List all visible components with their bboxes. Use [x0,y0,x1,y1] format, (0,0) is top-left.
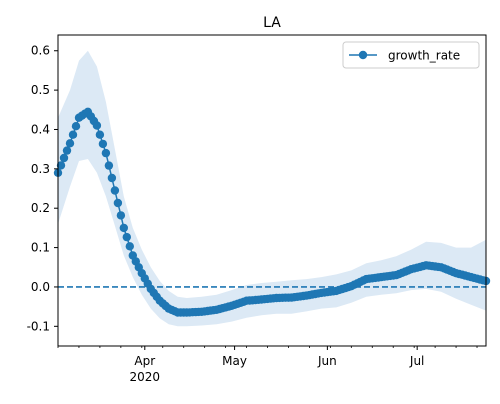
legend-label: growth_rate [388,49,460,63]
y-tick-label: -0.1 [27,319,50,333]
x-tick-label: Jun [317,354,337,368]
data-point [56,161,66,170]
data-point [92,121,102,130]
y-tick-label: 0.3 [31,162,50,176]
x-tick-sublabel: 2020 [130,370,161,384]
data-point [122,232,131,242]
y-tick-label: 0.2 [31,201,50,215]
data-point [59,153,69,163]
series-layer [53,107,491,317]
legend: growth_rate [342,41,480,69]
axes-frame [57,34,487,347]
confidence-band-layer [58,50,486,327]
data-point [119,223,128,233]
data-point [65,139,75,148]
data-point [116,211,126,220]
data-point [68,130,78,139]
x-axis: Apr 2020 May Jun Jul [57,346,478,384]
data-point [110,186,120,195]
data-point [71,122,81,131]
x-tick-label: Jul [409,354,424,368]
legend-box [342,41,480,69]
data-point [98,139,108,149]
data-point [107,173,117,183]
chart-title: LA [263,15,281,31]
data-point [125,242,134,251]
x-tick-label: Apr [134,354,155,368]
data-point [113,198,123,208]
data-point [101,148,111,158]
data-point [104,161,114,170]
data-point [95,130,105,139]
x-tick-label: May [222,354,247,368]
legend-marker [358,50,368,60]
y-axis: -0.1 0.0 0.1 0.2 0.3 0.4 0.5 0.6 [27,44,58,333]
y-tick-label: 0.6 [31,44,50,58]
confidence-band [58,50,486,327]
y-tick-label: 0.4 [31,122,50,136]
y-tick-label: 0.1 [31,241,50,255]
y-tick-label: 0.0 [31,280,50,294]
y-tick-label: 0.5 [31,83,50,97]
data-point [62,146,72,155]
plot-frame [57,34,487,347]
